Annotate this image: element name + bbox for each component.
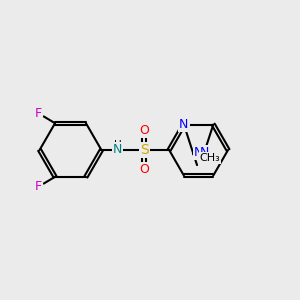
- Text: O: O: [139, 163, 149, 176]
- Text: N: N: [113, 143, 122, 157]
- Text: N: N: [194, 146, 203, 159]
- Text: N: N: [179, 118, 188, 131]
- Text: S: S: [140, 143, 148, 157]
- Text: N: N: [200, 146, 209, 159]
- Text: H: H: [114, 140, 122, 150]
- Text: CH₃: CH₃: [200, 153, 220, 163]
- Text: F: F: [34, 106, 42, 120]
- Text: O: O: [139, 124, 149, 137]
- Text: F: F: [34, 180, 42, 194]
